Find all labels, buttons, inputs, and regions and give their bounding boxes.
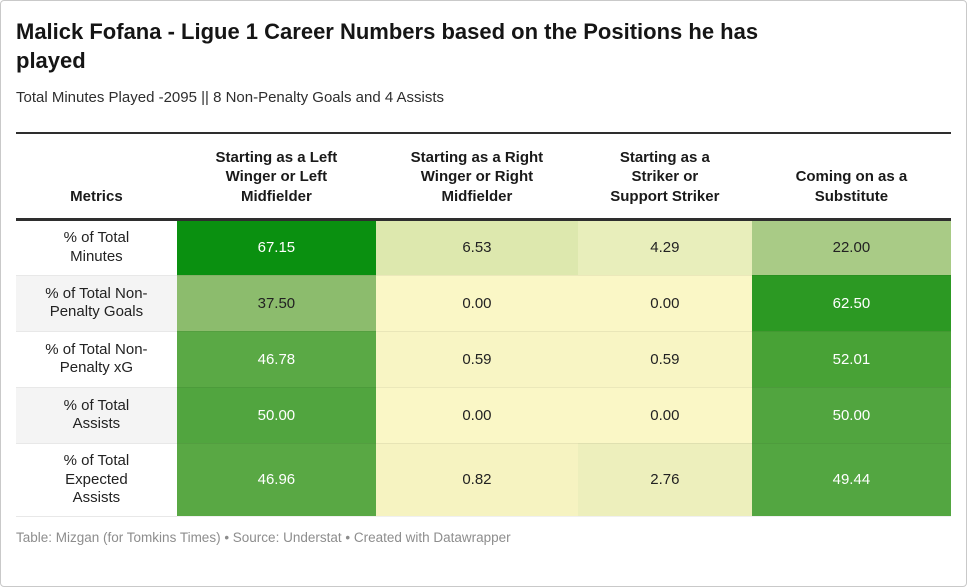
metric-label: % of Total Assists	[16, 387, 177, 444]
page-title: Malick Fofana - Ligue 1 Career Numbers b…	[16, 19, 759, 74]
table-row: % of Total Non- Penalty Goals 37.50 0.00 0.…	[16, 275, 951, 332]
value-cell: 0.59	[375, 331, 578, 388]
metric-label: % of Total Non- Penalty Goals	[16, 275, 177, 332]
value-cell: 2.76	[577, 443, 752, 517]
metric-label: % of Total Minutes	[16, 219, 177, 276]
value-cell: 0.00	[375, 387, 578, 444]
value-cell: 0.00	[577, 387, 752, 444]
column-header-right-winger: Starting as a Right Winger or Right Midf…	[375, 132, 578, 221]
value-cell: 0.00	[577, 275, 752, 332]
table-row: % of Total Expected Assists 46.96 0.82 2.76…	[16, 443, 951, 517]
value-cell: 50.00	[176, 387, 376, 444]
table-row: % of Total Minutes 67.15 6.53 4.29 22.00	[16, 219, 951, 276]
value-cell: 6.53	[375, 219, 578, 276]
table-body: % of Total Minutes 67.15 6.53 4.29 22.00% of…	[16, 219, 951, 517]
column-header-metrics: Metrics	[16, 132, 177, 221]
table-header: Metrics Starting as a Left Winger or Lef…	[16, 132, 951, 221]
metric-label: % of Total Expected Assists	[16, 443, 177, 517]
value-cell: 52.01	[751, 331, 951, 388]
table-row: % of Total Assists 50.00 0.00 0.00 50.00	[16, 387, 951, 444]
attribution-footer: Table: Mizgan (for Tomkins Times) • Sour…	[16, 529, 511, 545]
value-cell: 67.15	[176, 219, 376, 276]
table-row: % of Total Non- Penalty xG 46.78 0.59 0.59 5…	[16, 331, 951, 388]
value-cell: 0.59	[577, 331, 752, 388]
value-cell: 0.00	[375, 275, 578, 332]
column-header-left-winger: Starting as a Left Winger or Left Midfie…	[176, 132, 376, 221]
datawrapper-table: Metrics Starting as a Left Winger or Lef…	[16, 131, 951, 517]
value-cell: 46.78	[176, 331, 376, 388]
value-cell: 37.50	[176, 275, 376, 332]
value-cell: 22.00	[751, 219, 951, 276]
column-header-substitute: Coming on as a Substitute	[751, 132, 951, 221]
column-header-striker: Starting as a Striker or Support Striker	[577, 132, 752, 221]
value-cell: 62.50	[751, 275, 951, 332]
value-cell: 4.29	[577, 219, 752, 276]
value-cell: 50.00	[751, 387, 951, 444]
value-cell: 0.82	[375, 443, 578, 517]
value-cell: 49.44	[751, 443, 951, 517]
value-cell: 46.96	[176, 443, 376, 517]
metric-label: % of Total Non- Penalty xG	[16, 331, 177, 388]
page-subtitle: Total Minutes Played -2095 || 8 Non-Pena…	[16, 88, 445, 106]
page: Malick Fofana - Ligue 1 Career Numbers b…	[1, 17, 966, 545]
table-header-row: Metrics Starting as a Left Winger or Lef…	[16, 132, 951, 221]
